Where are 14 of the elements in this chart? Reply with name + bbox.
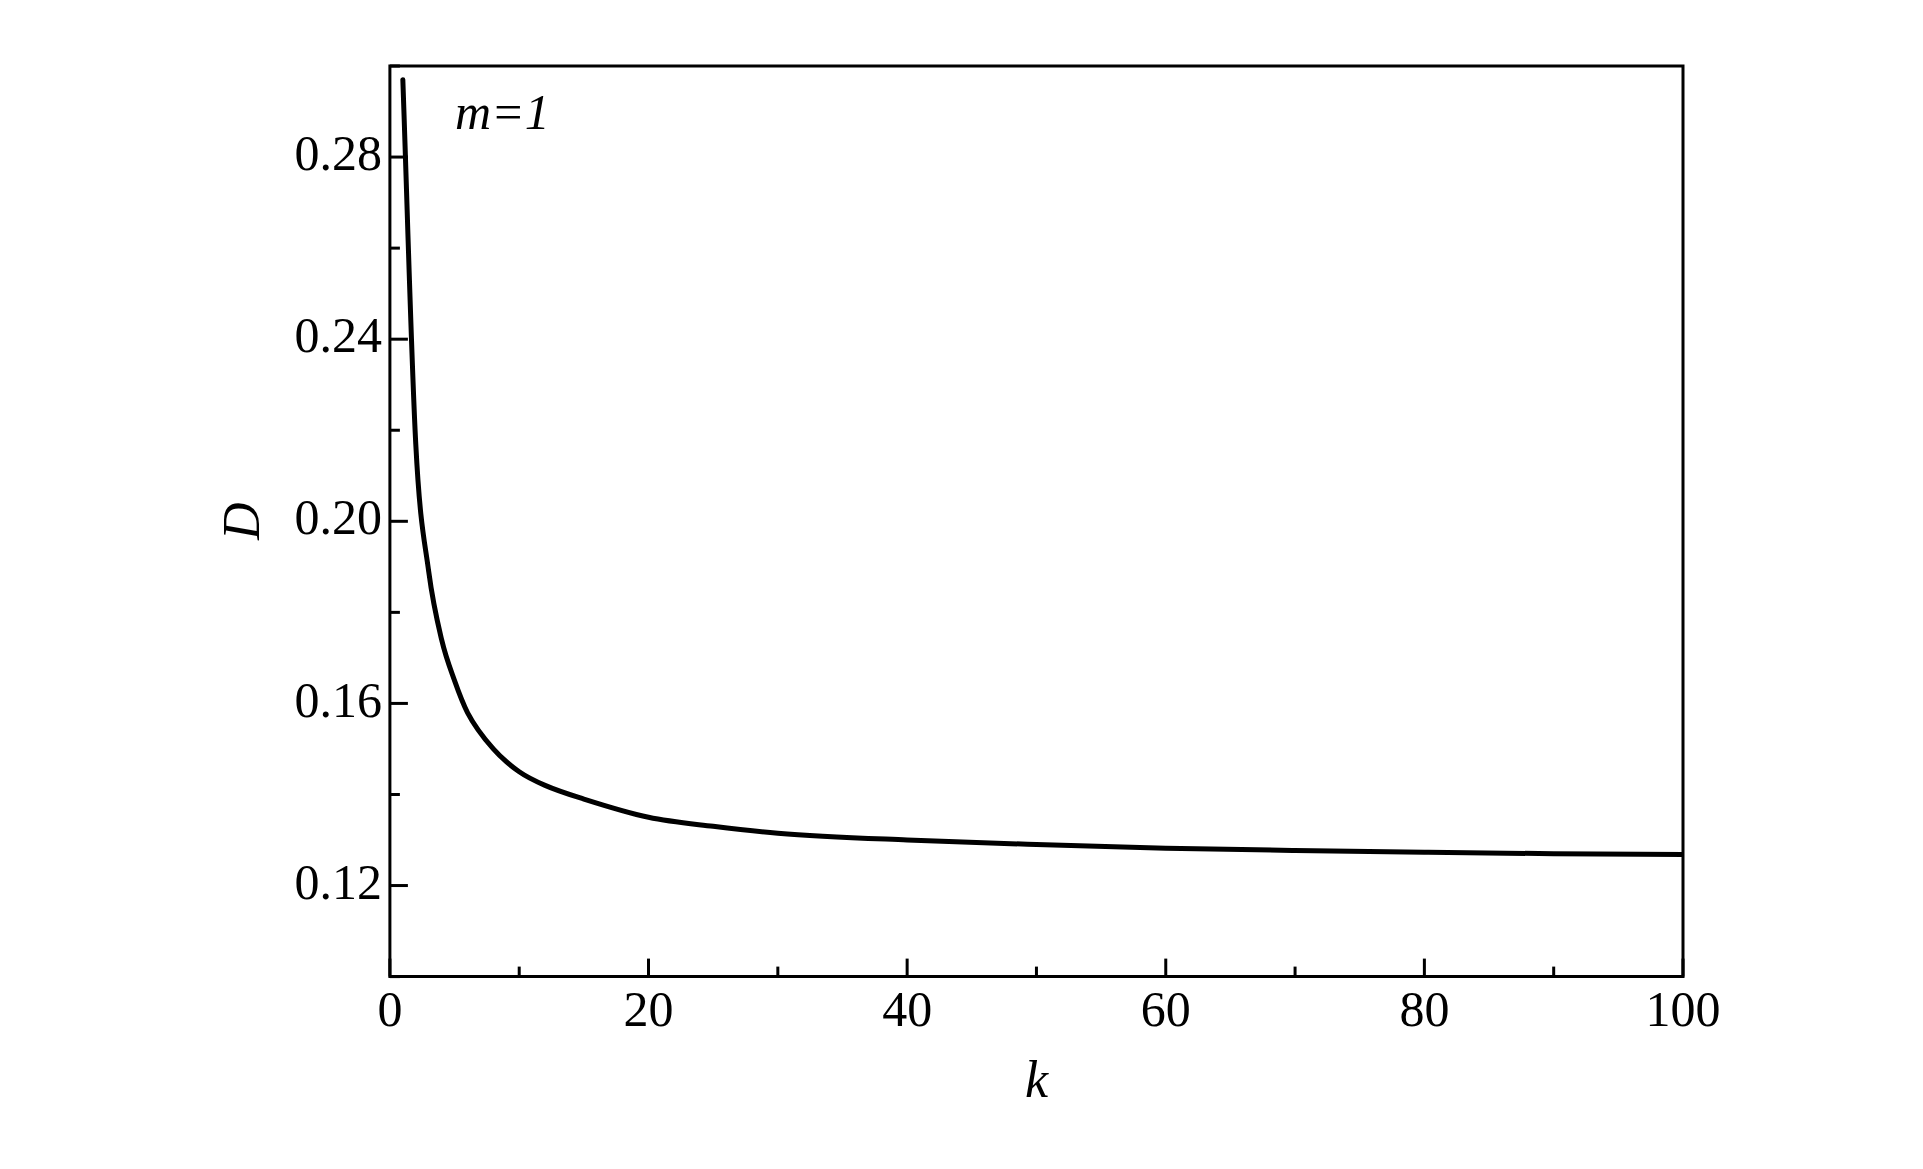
x-tick-label: 80 [1399, 980, 1450, 1037]
x-tick-label: 20 [623, 980, 674, 1037]
x-axis-title: k [1024, 1051, 1049, 1109]
y-tick-label: 0.24 [294, 307, 382, 364]
y-tick-label: 0.20 [294, 489, 382, 546]
x-tick-label: 100 [1645, 980, 1721, 1037]
x-tick-label: 0 [377, 980, 403, 1037]
x-tick-label: 40 [882, 980, 933, 1037]
y-tick-label: 0.28 [294, 125, 382, 182]
y-tick-label: 0.16 [294, 671, 382, 728]
y-tick-label: 0.12 [294, 853, 382, 910]
x-tick-label: 60 [1140, 980, 1191, 1037]
annotation: m=1 [454, 84, 550, 141]
y-axis-title: D [212, 502, 270, 542]
